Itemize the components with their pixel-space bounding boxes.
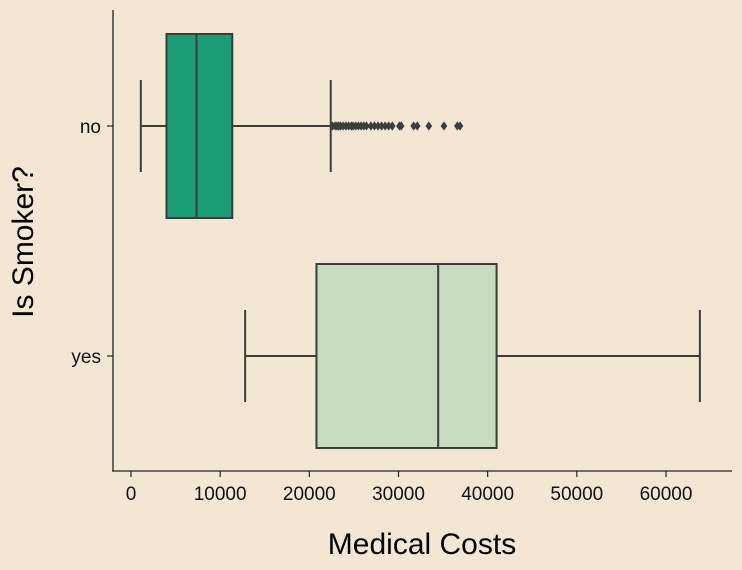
outlier-point	[388, 121, 396, 131]
x-ticks: 0 10000 20000 30000 40000 50000 60000	[126, 471, 693, 505]
box-iqr	[165, 33, 234, 219]
x-tick-label: 60000	[640, 484, 693, 505]
outlier-point	[425, 121, 433, 131]
outlier-point	[456, 121, 464, 131]
outlier-point	[385, 121, 393, 131]
axes	[112, 10, 732, 472]
outlier-point	[367, 121, 375, 131]
y-ticks: no yes	[71, 117, 113, 368]
box-group-yes	[244, 263, 701, 449]
outlier-point	[378, 121, 385, 131]
outlier-point	[397, 121, 405, 131]
box-group-no	[139, 33, 464, 219]
outlier-point	[381, 121, 389, 131]
box-iqr	[315, 263, 498, 449]
boxes	[139, 33, 701, 449]
x-tick-label: 30000	[372, 484, 425, 505]
outlier-point	[413, 121, 421, 131]
x-tick-label: 10000	[194, 484, 247, 505]
outlier-point	[371, 121, 378, 131]
y-axis-title: Is Smoker?	[7, 166, 40, 318]
x-tick-label: 50000	[550, 484, 603, 505]
y-tick-label-yes: yes	[71, 347, 101, 368]
outlier-point	[374, 121, 382, 131]
x-tick-label: 40000	[461, 484, 514, 505]
x-tick-label: 0	[126, 484, 137, 505]
outlier-point	[363, 121, 370, 131]
x-axis-title: Medical Costs	[328, 528, 516, 561]
outlier-point	[440, 121, 448, 131]
outlier-point	[410, 121, 417, 131]
y-tick-label-no: no	[80, 117, 101, 138]
x-tick-label: 20000	[283, 484, 336, 505]
